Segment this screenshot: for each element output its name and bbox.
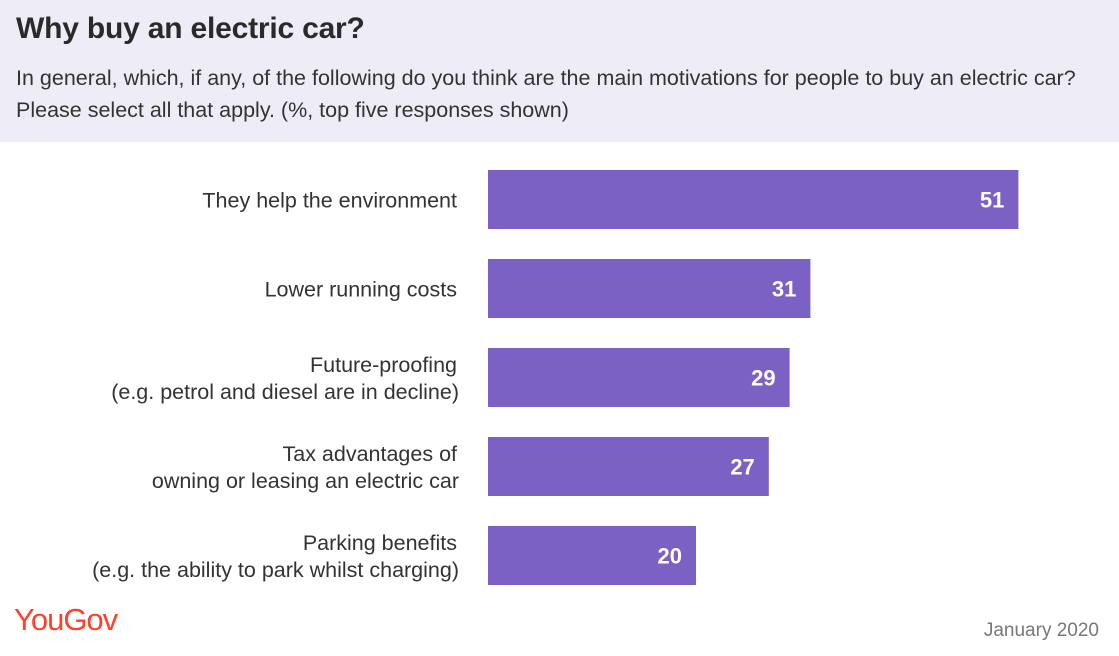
date-label: January 2020 xyxy=(983,620,1099,641)
yougov-logo: YouGov xyxy=(14,602,118,637)
bar-chart: 51 They help the environment 31 Lower runni… xyxy=(92,170,1019,585)
category-label-3-0: Tax advantages of xyxy=(282,442,457,466)
value-label-4: 20 xyxy=(658,544,682,569)
value-label-0: 51 xyxy=(980,188,1004,213)
chart-subtitle: In general, which, if any, of the follow… xyxy=(16,66,1076,122)
bar-0 xyxy=(488,170,1019,229)
bar-2 xyxy=(488,348,790,407)
bar-3 xyxy=(488,437,769,496)
category-label-0-0: They help the environment xyxy=(202,189,457,213)
header: Why buy an electric car? In general, whi… xyxy=(0,0,1119,142)
value-label-1: 31 xyxy=(772,277,796,302)
bar-1 xyxy=(488,259,811,318)
value-label-2: 29 xyxy=(751,366,775,391)
category-label-4-0: Parking benefits xyxy=(303,531,457,555)
category-label-2-0: Future-proofing xyxy=(310,353,457,377)
category-label-2-1: (e.g. petrol and diesel are in decline) xyxy=(111,380,459,404)
category-label-3-1: owning or leasing an electric car xyxy=(152,469,459,493)
category-label-4-1: (e.g. the ability to park whilst chargin… xyxy=(92,558,459,582)
category-label-1-0: Lower running costs xyxy=(265,278,457,302)
chart-title: Why buy an electric car? xyxy=(16,12,365,45)
bar-4 xyxy=(488,526,696,585)
value-label-3: 27 xyxy=(730,455,754,480)
